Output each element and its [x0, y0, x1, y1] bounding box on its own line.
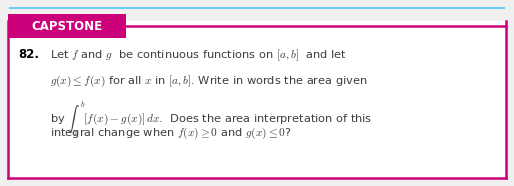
Text: by $\int_a^b [f(x) - g(x)]\,dx$.  Does the area interpretation of this: by $\int_a^b [f(x) - g(x)]\,dx$. Does th…: [50, 100, 372, 138]
Text: integral change when $f(x) \geq 0$ and $g(x) \leq 0$?: integral change when $f(x) \geq 0$ and $…: [50, 126, 292, 141]
Text: Let $f$ and $g$  be continuous functions on $[a, b]$  and let: Let $f$ and $g$ be continuous functions …: [50, 48, 347, 63]
Text: $g(x) \leq f(x)$ for all $x$ in $[a, b]$. Write in words the area given: $g(x) \leq f(x)$ for all $x$ in $[a, b]$…: [50, 74, 368, 89]
Bar: [8, 14, 126, 38]
Text: 82.: 82.: [18, 48, 39, 61]
Text: CAPSTONE: CAPSTONE: [31, 20, 103, 33]
Bar: [8, 21, 506, 178]
